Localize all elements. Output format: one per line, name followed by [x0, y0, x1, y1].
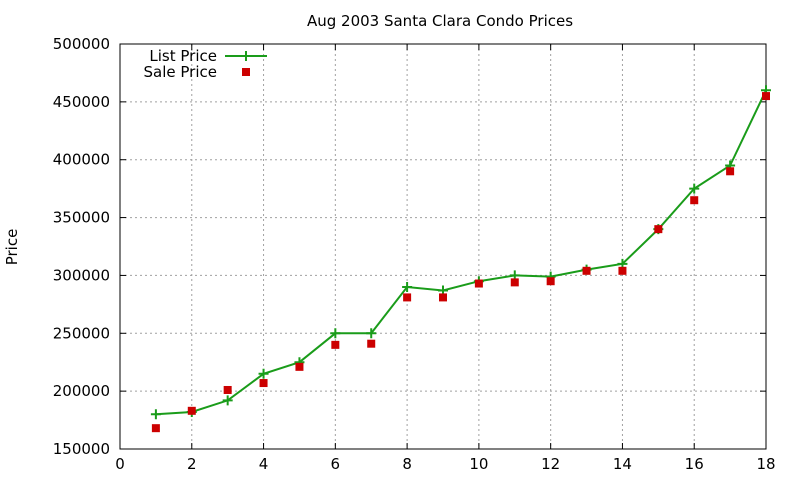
data-point [258, 368, 269, 379]
data-point [259, 379, 268, 388]
y-tick-label: 450000 [53, 93, 110, 111]
x-tick-label: 6 [331, 455, 341, 473]
data-point [474, 279, 483, 288]
data-point [367, 339, 376, 348]
data-point [618, 266, 627, 275]
data-point [690, 196, 699, 205]
y-tick-label: 200000 [53, 382, 110, 400]
x-tick-label: 4 [259, 455, 269, 473]
y-tick-label: 250000 [53, 324, 110, 342]
series-1 [151, 92, 770, 433]
data-point [762, 92, 770, 101]
plot-frame [119, 43, 767, 450]
series-0 [150, 85, 771, 420]
x-tick-label: 14 [613, 455, 632, 473]
y-tick-label: 400000 [53, 151, 110, 169]
legend-label: List Price [149, 47, 217, 65]
data-point [330, 328, 341, 339]
data-point [439, 293, 447, 302]
data-point [689, 183, 700, 194]
series [150, 85, 771, 433]
axis-ticks: 0 2 4 6 8 10 12 14 16 18 150000 200000 250000 300000 3… [53, 35, 776, 473]
legend-label: Sale Price [144, 63, 217, 81]
x-tick-label: 10 [469, 455, 488, 473]
legend-marker [242, 68, 250, 76]
x-tick-label: 8 [402, 455, 412, 473]
data-point [654, 225, 663, 234]
data-point [510, 278, 519, 287]
y-tick-label: 150000 [53, 440, 110, 458]
chart-title: Aug 2003 Santa Clara Condo Prices [307, 12, 573, 30]
data-point [222, 395, 233, 406]
series-line [155, 89, 767, 416]
x-tick-label: 2 [187, 455, 197, 473]
data-point [150, 409, 161, 420]
x-tick-label: 0 [115, 455, 125, 473]
legend-marker [241, 51, 251, 61]
data-point [726, 167, 735, 176]
data-point [187, 406, 196, 415]
y-tick-label: 350000 [53, 209, 110, 227]
y-axis-label: Price [3, 229, 21, 266]
y-tick-label: 500000 [53, 35, 110, 53]
x-tick-label: 16 [685, 455, 704, 473]
data-point [223, 385, 232, 394]
data-point [402, 282, 413, 292]
x-tick-label: 18 [756, 455, 775, 473]
y-tick-label: 300000 [53, 266, 110, 284]
data-point [295, 362, 304, 371]
data-point [546, 277, 555, 286]
data-point [331, 340, 340, 349]
grid [120, 44, 766, 449]
data-point [403, 293, 412, 302]
data-point [582, 266, 591, 275]
data-point [151, 424, 160, 433]
x-tick-label: 12 [541, 455, 560, 473]
data-point [366, 328, 377, 339]
